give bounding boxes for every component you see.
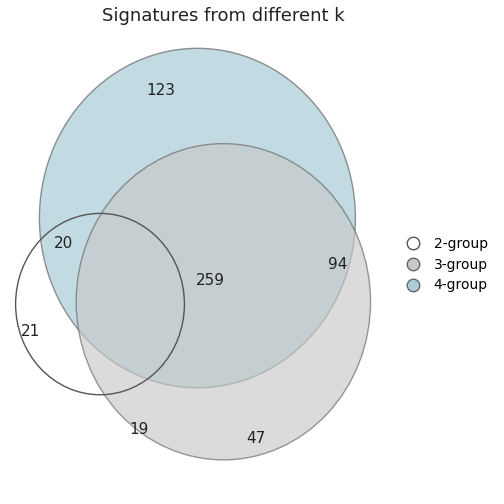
Circle shape	[76, 144, 370, 460]
Text: 20: 20	[53, 236, 73, 251]
Title: Signatures from different k: Signatures from different k	[102, 7, 345, 25]
Text: 123: 123	[146, 83, 175, 98]
Text: 19: 19	[130, 422, 149, 437]
Text: 47: 47	[246, 431, 266, 447]
Text: 21: 21	[21, 325, 40, 340]
Circle shape	[39, 48, 355, 388]
Legend: 2-group, 3-group, 4-group: 2-group, 3-group, 4-group	[395, 232, 492, 297]
Text: 94: 94	[329, 257, 348, 272]
Text: 259: 259	[196, 273, 225, 288]
